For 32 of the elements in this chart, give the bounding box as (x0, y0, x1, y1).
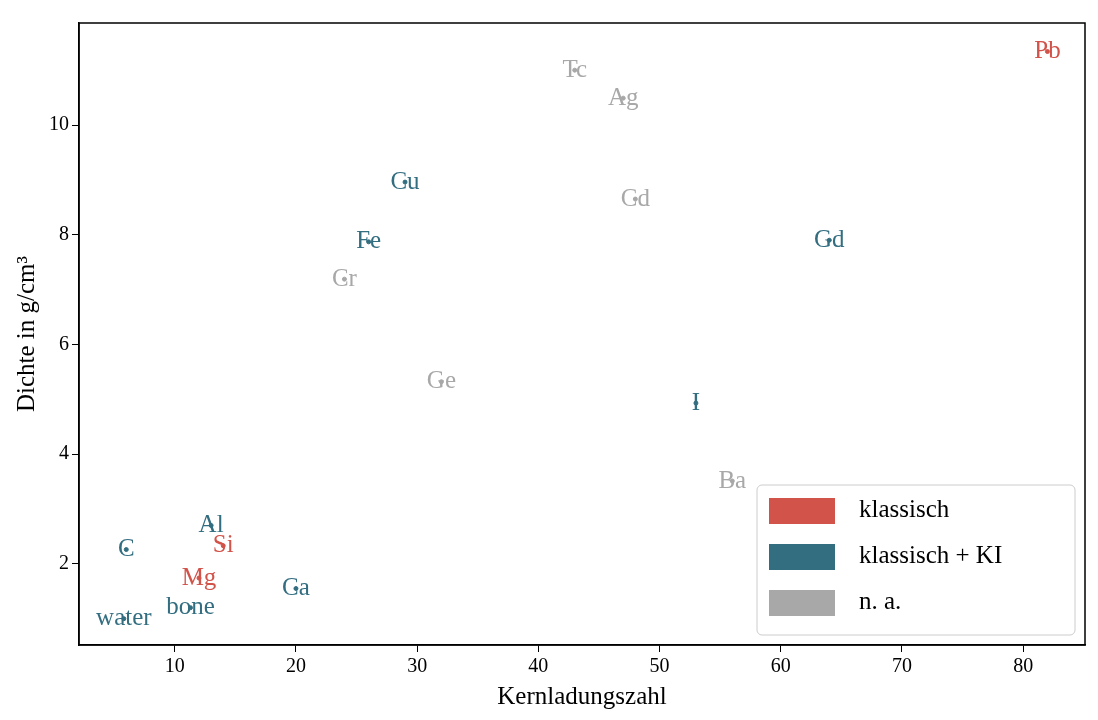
data-label: Cr (331, 263, 358, 291)
data-label: Ag (607, 82, 639, 110)
data-label: Ba (718, 465, 747, 493)
data-label: Fe (356, 226, 382, 254)
x-tick-label: 20 (285, 654, 306, 677)
x-tick-label: 70 (891, 654, 912, 677)
x-tick-label: 40 (528, 654, 549, 677)
legend-label: n. a. (859, 586, 902, 614)
data-label: C (117, 534, 135, 562)
y-tick-label: 4 (59, 441, 69, 464)
data-label: Ca (282, 573, 310, 601)
y-tick-label: 6 (59, 331, 69, 354)
data-label: Cd (620, 183, 651, 211)
x-tick-label: 60 (770, 654, 791, 677)
y-tick-label: 10 (49, 112, 69, 135)
x-tick-label: 30 (407, 654, 428, 677)
data-label: Tc (562, 54, 588, 82)
y-axis-title: Dichte in g/cm³ (11, 255, 39, 413)
x-axis-title: Kernladungszahl (497, 681, 667, 709)
data-label: Pb (1034, 36, 1061, 64)
data-label: bone (166, 592, 215, 620)
data-label: water (96, 603, 153, 631)
x-tick-label: 10 (164, 654, 185, 677)
data-label: Mg (181, 562, 217, 590)
y-tick-label: 2 (59, 551, 69, 574)
x-tick-label: 80 (1013, 654, 1034, 677)
data-label: Gd (813, 224, 846, 252)
data-label: Cu (390, 166, 421, 194)
x-tick-label: 50 (649, 654, 670, 677)
y-tick-label: 8 (59, 221, 69, 244)
legend-label: klassisch (859, 494, 950, 522)
legend-label: klassisch + KI (859, 540, 1003, 568)
